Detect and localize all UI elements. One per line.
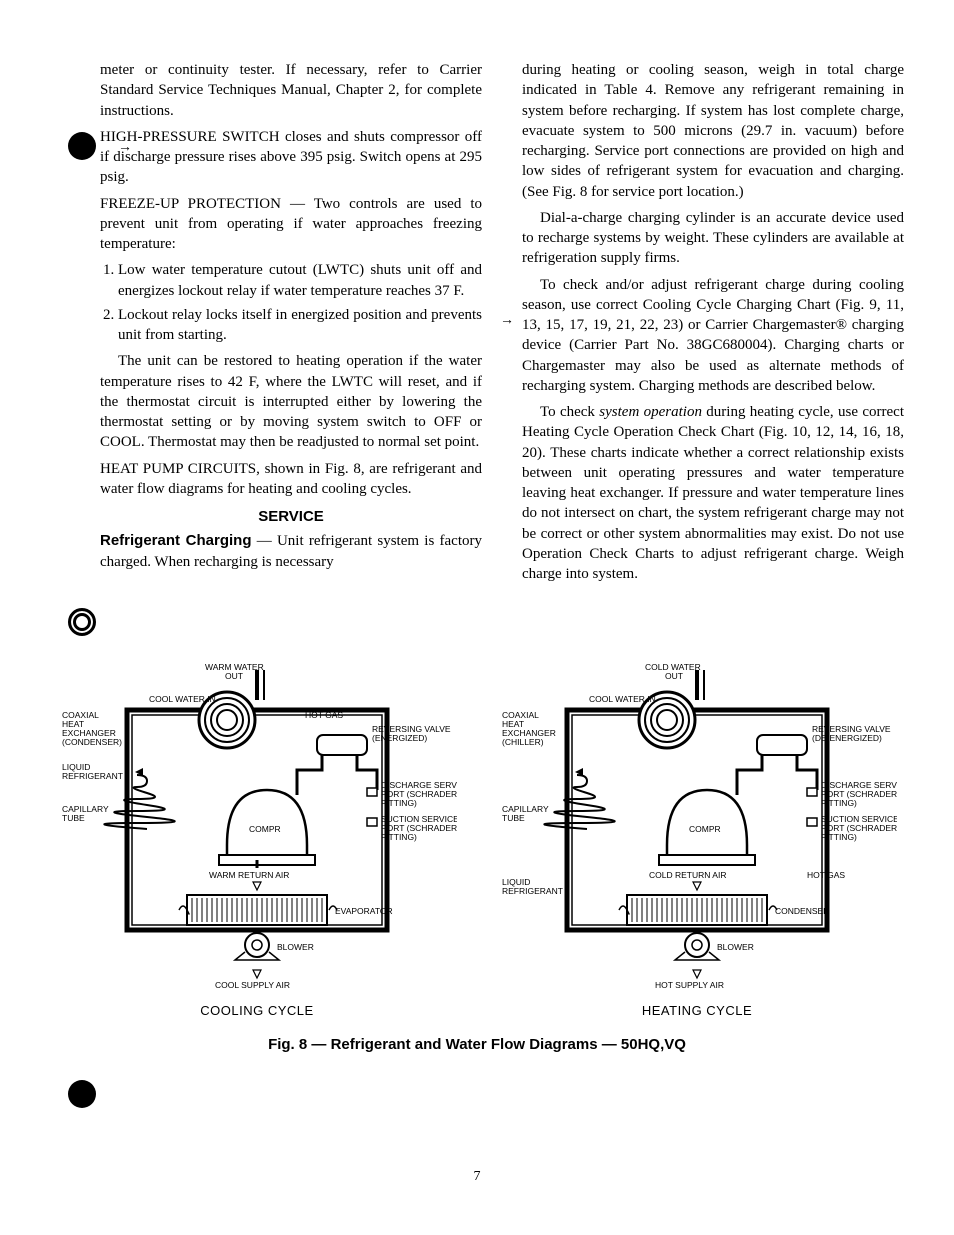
para-l2: HIGH-PRESSURE SWITCH closes and shuts co…: [100, 127, 482, 188]
h-lbl-compr: COMPR: [689, 824, 721, 834]
para-r4-em: system operation: [599, 404, 702, 420]
svg-text:(DE-ENERGIZED): (DE-ENERGIZED): [812, 733, 882, 743]
lbl-blower: BLOWER: [277, 942, 314, 952]
margin-dot-1: [68, 132, 96, 160]
heating-svg: COLD WATER OUT COOL WATER IN COAXIAL HEA…: [497, 660, 897, 990]
svg-text:OUT: OUT: [225, 671, 243, 681]
para-l5: HEAT PUMP CIRCUITS, shown in Fig. 8, are…: [100, 459, 482, 500]
lbl-compr: COMPR: [249, 824, 281, 834]
service-heading: SERVICE: [100, 507, 482, 527]
diagram-row: WARM WATER OUT COOL WATER IN COAXIAL HEA…: [50, 660, 904, 1018]
para-r2: Dial-a-charge charging cylinder is an ac…: [522, 208, 904, 269]
figure-title: Fig. 8 — Refrigerant and Water Flow Diag…: [50, 1036, 904, 1053]
para-r4b: during heating cycle, use correct Heatin…: [522, 404, 904, 582]
svg-text:(CONDENSER): (CONDENSER): [62, 737, 122, 747]
lbl-hotgas: HOT GAS: [305, 710, 343, 720]
svg-text:FITTING): FITTING): [381, 832, 417, 842]
svg-text:FITTING): FITTING): [821, 798, 857, 808]
margin-dot-2: [68, 608, 96, 636]
svg-text:TUBE: TUBE: [62, 813, 85, 823]
cooling-diagram: WARM WATER OUT COOL WATER IN COAXIAL HEA…: [57, 660, 457, 1018]
list: Low water temperature cutout (LWTC) shut…: [118, 260, 482, 345]
h-lbl-cold-return: COLD RETURN AIR: [649, 870, 726, 880]
text-columns: meter or continuity tester. If necessary…: [100, 60, 904, 590]
svg-text:REFRIGERANT: REFRIGERANT: [502, 886, 563, 896]
h-lbl-hot-supply: HOT SUPPLY AIR: [655, 980, 724, 990]
svg-text:(CHILLER): (CHILLER): [502, 737, 544, 747]
lbl-cool-in: COOL WATER IN: [149, 694, 216, 704]
svg-text:FITTING): FITTING): [821, 832, 857, 842]
para-l6: Refrigerant Charging — Unit refrigerant …: [100, 531, 482, 572]
heating-diagram: COLD WATER OUT COOL WATER IN COAXIAL HEA…: [497, 660, 897, 1018]
lbl-evap: EVAPORATOR: [335, 906, 393, 916]
para-r4a: To check: [540, 404, 599, 420]
lbl-warm-return: WARM RETURN AIR: [209, 870, 289, 880]
h-lbl-cond: CONDENSER: [775, 906, 829, 916]
list-item-1: Low water temperature cutout (LWTC) shut…: [118, 260, 482, 301]
para-l3: FREEZE-UP PROTECTION — Two controls are …: [100, 194, 482, 255]
list-item-2: Lockout relay locks itself in energized …: [118, 305, 482, 346]
para-r1: during heating or cooling season, weigh …: [522, 60, 904, 202]
page: → meter or continuity tester. If necessa…: [50, 60, 904, 1195]
para-l4: The unit can be restored to heating oper…: [100, 351, 482, 452]
cooling-caption: COOLING CYCLE: [57, 1003, 457, 1018]
margin-dot-3: [68, 1080, 96, 1108]
svg-text:REFRIGERANT: REFRIGERANT: [62, 771, 123, 781]
lbl-cool-supply: COOL SUPPLY AIR: [215, 980, 290, 990]
para-r4: To check system operation during heating…: [522, 402, 904, 584]
left-column: meter or continuity tester. If necessary…: [100, 60, 482, 590]
h-lbl-blower: BLOWER: [717, 942, 754, 952]
para-l1: meter or continuity tester. If necessary…: [100, 60, 482, 121]
svg-text:TUBE: TUBE: [502, 813, 525, 823]
h-lbl-cool-in: COOL WATER IN: [589, 694, 656, 704]
heating-caption: HEATING CYCLE: [497, 1003, 897, 1018]
right-column: → during heating or cooling season, weig…: [522, 60, 904, 590]
svg-text:(ENERGIZED): (ENERGIZED): [372, 733, 427, 743]
h-lbl-hotgas: HOT GAS: [807, 870, 845, 880]
page-number: 7: [474, 1169, 481, 1185]
para-r3: To check and/or adjust refrigerant charg…: [522, 275, 904, 397]
svg-text:OUT: OUT: [665, 671, 683, 681]
arrow-2: →: [500, 312, 514, 331]
figure-8: WARM WATER OUT COOL WATER IN COAXIAL HEA…: [50, 660, 904, 1053]
refrigerant-lead: Refrigerant Charging: [100, 532, 252, 549]
arrow-1: →: [118, 140, 132, 156]
svg-text:FITTING): FITTING): [381, 798, 417, 808]
cooling-svg: WARM WATER OUT COOL WATER IN COAXIAL HEA…: [57, 660, 457, 990]
